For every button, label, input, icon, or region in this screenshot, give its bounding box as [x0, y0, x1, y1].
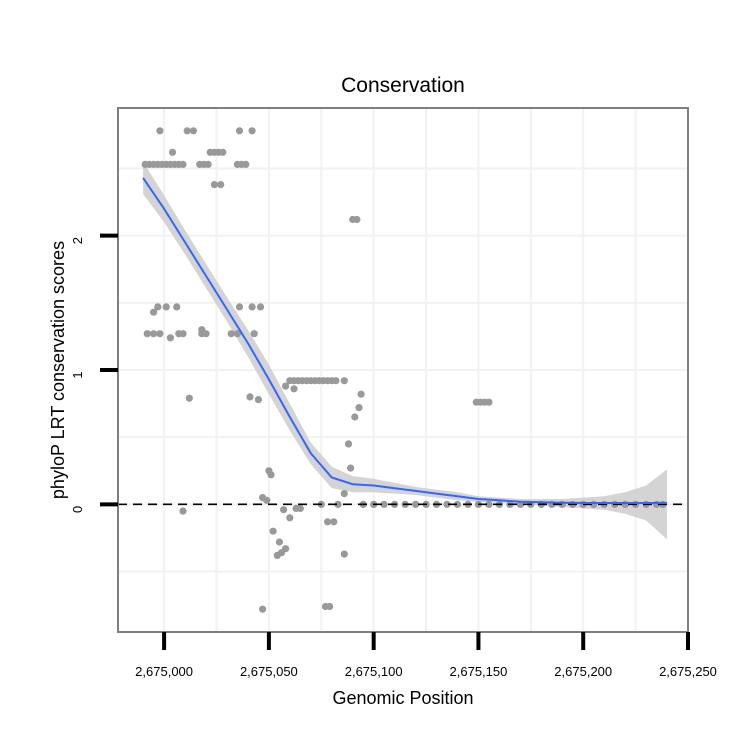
data-point	[351, 413, 359, 421]
data-point	[330, 518, 338, 526]
data-point	[233, 330, 241, 338]
data-point	[256, 303, 265, 311]
data-point	[242, 160, 250, 168]
data-point	[227, 330, 235, 338]
confidence-band	[143, 161, 668, 540]
chart-title: Conservation	[341, 74, 465, 97]
y-axis-ticks: 0 1 2	[70, 233, 118, 513]
data-point	[344, 440, 353, 448]
data-point	[340, 377, 348, 385]
data-point	[485, 500, 493, 508]
data-point	[357, 390, 365, 398]
data-point	[259, 605, 267, 613]
data-point	[217, 181, 225, 189]
data-point	[248, 303, 256, 311]
data-point	[286, 514, 294, 522]
data-point	[189, 127, 197, 135]
data-point	[324, 518, 332, 526]
x-tick-label: 2,675,200	[554, 664, 612, 679]
data-point	[250, 330, 258, 338]
x-axis-ticks: 2,675,000 2,675,050 2,675,100 2,675,150 2,67…	[135, 632, 717, 679]
data-point	[282, 545, 290, 553]
x-tick-label: 2,675,250	[659, 664, 717, 679]
y-tick-label: 0	[70, 506, 85, 513]
data-point	[150, 330, 158, 338]
data-point	[219, 148, 227, 156]
data-point	[412, 500, 420, 508]
data-point	[204, 160, 212, 168]
data-point	[443, 500, 451, 508]
data-point	[254, 396, 262, 404]
data-point	[269, 527, 277, 535]
data-point	[340, 490, 348, 498]
data-point	[453, 500, 462, 508]
data-point	[280, 506, 288, 514]
data-point	[179, 160, 187, 168]
data-point	[282, 382, 290, 390]
data-point	[154, 303, 162, 311]
data-point	[246, 393, 254, 401]
data-point	[380, 500, 388, 508]
grid-lines	[118, 108, 688, 632]
x-axis-title: Genomic Position	[332, 688, 473, 708]
y-axis-title: phyloP LRT conservation scores	[48, 241, 68, 499]
data-point	[275, 538, 283, 546]
data-point	[347, 464, 355, 472]
data-point	[235, 303, 244, 311]
data-point	[296, 504, 304, 512]
smooth-line	[142, 177, 667, 504]
data-point	[162, 303, 170, 311]
data-point	[332, 377, 340, 385]
x-tick-label: 2,675,000	[135, 664, 193, 679]
data-point	[485, 398, 493, 406]
x-tick-label: 2,675,050	[240, 664, 298, 679]
data-point	[166, 334, 174, 342]
x-tick-label: 2,675,100	[345, 664, 403, 679]
data-point	[355, 404, 363, 412]
y-tick-label: 1	[70, 371, 85, 378]
data-point	[210, 181, 218, 189]
data-point	[621, 500, 629, 508]
data-point	[179, 507, 187, 515]
data-point	[185, 394, 193, 402]
data-point	[267, 471, 275, 479]
x-tick-label: 2,675,150	[450, 664, 508, 679]
data-point	[198, 326, 206, 334]
data-point	[340, 550, 348, 558]
data-point	[235, 127, 244, 135]
data-point	[290, 385, 298, 393]
data-point	[156, 330, 164, 338]
data-point	[353, 215, 361, 224]
data-point	[179, 330, 187, 338]
data-point	[156, 127, 164, 135]
data-point	[143, 330, 151, 338]
data-point	[334, 500, 342, 508]
data-point	[248, 127, 256, 135]
data-point	[168, 148, 177, 156]
y-tick-label: 2	[70, 237, 85, 244]
data-point	[326, 602, 334, 611]
data-point	[150, 308, 158, 316]
data-point	[173, 303, 181, 311]
data-point	[183, 127, 191, 135]
data-point	[263, 496, 271, 504]
